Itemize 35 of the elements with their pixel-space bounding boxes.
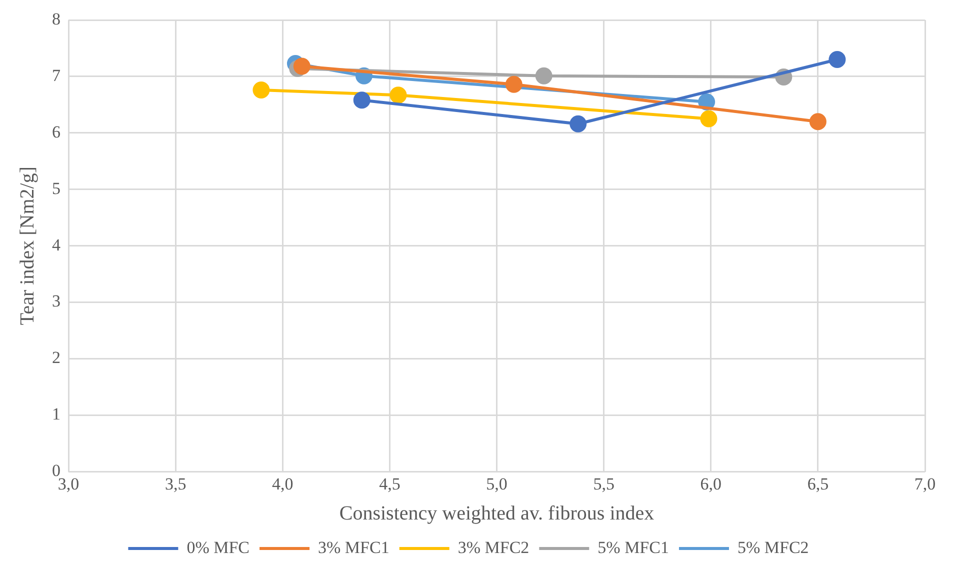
x-axis-title: Consistency weighted av. fibrous index	[339, 502, 654, 524]
point	[505, 76, 522, 93]
x-tick-label: 3,0	[58, 474, 80, 494]
legend-label: 3% MFC2	[458, 538, 530, 557]
point	[809, 113, 826, 130]
point	[293, 58, 310, 75]
point	[535, 67, 552, 84]
y-tick-label: 3	[52, 292, 60, 311]
y-tick-label: 4	[52, 235, 61, 254]
y-tick-label: 1	[52, 404, 60, 424]
y-tick-label: 8	[52, 9, 60, 28]
y-tick-label: 5	[52, 178, 60, 198]
x-tick-label: 5,5	[593, 474, 614, 494]
y-tick-label: 0	[52, 461, 60, 480]
point	[700, 110, 718, 128]
x-tick-label: 5,0	[486, 474, 508, 494]
x-tick-label: 7,0	[914, 474, 936, 494]
legend-label: 3% MFC1	[318, 538, 390, 557]
x-tick-label: 4,0	[272, 474, 294, 494]
point	[252, 82, 270, 98]
point	[353, 92, 370, 109]
legend-label: 0% MFC	[186, 538, 250, 557]
y-tick-label: 7	[52, 66, 61, 85]
x-tick-label: 6,5	[807, 474, 829, 494]
y-axis-title: Tear index [Nm2/g]	[16, 166, 38, 326]
point	[390, 86, 407, 104]
x-tick-label: 4,5	[379, 474, 400, 494]
x-tick-label: 6,0	[700, 474, 722, 494]
point	[828, 51, 846, 68]
y-tick-label: 2	[52, 348, 60, 368]
point	[570, 115, 587, 132]
legend-label: 5% MFC1	[598, 538, 669, 557]
y-tick-label: 6	[52, 122, 60, 142]
x-tick-label: 3,5	[164, 474, 186, 494]
legend-label: 5% MFC2	[737, 538, 809, 557]
